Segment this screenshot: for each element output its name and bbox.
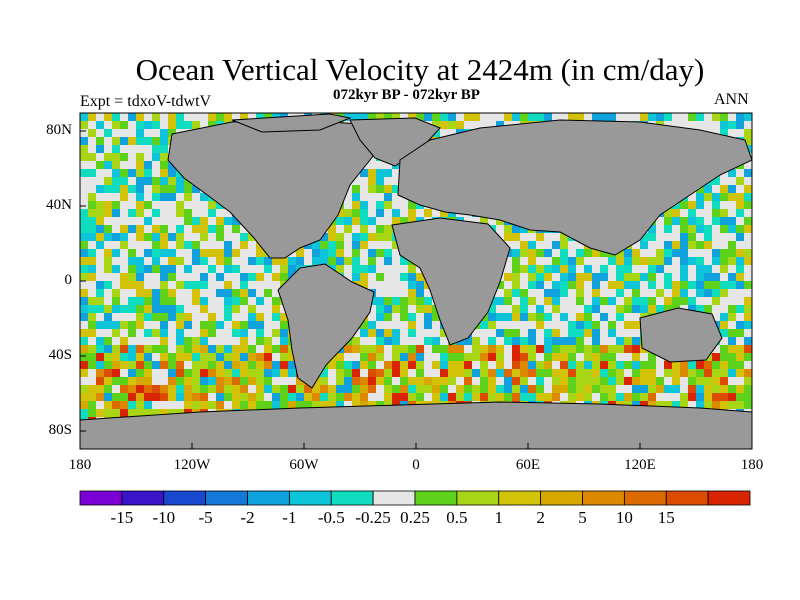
colorbar-box (540, 490, 583, 506)
y-tick-80s: 80S (48, 422, 72, 438)
colorbar-label: -2 (240, 508, 255, 527)
colorbar-box (498, 490, 542, 506)
x-tick-120e: 120E (624, 457, 656, 473)
colorbar-box (163, 490, 207, 506)
colorbar-box (414, 490, 458, 506)
colorbar-label: -15 (110, 508, 134, 527)
x-tick-0: 0 (412, 457, 420, 473)
colorbar-box (79, 490, 123, 506)
colorbar-label: 1 (494, 508, 504, 527)
land-masses (80, 113, 752, 449)
y-tick-40n: 40N (46, 197, 72, 213)
colorbar-label: 10 (615, 508, 633, 527)
colorbar-box (121, 490, 165, 506)
colorbar-label: -1 (282, 508, 297, 527)
colorbar-box (330, 490, 374, 506)
colorbar-box (665, 490, 709, 506)
australia (639, 307, 723, 363)
colorbar-box (288, 490, 332, 506)
y-tick-0: 0 (64, 272, 73, 288)
colorbar-box (582, 490, 625, 506)
x-tick-120w: 120W (173, 457, 211, 473)
colorbar-label: 5 (578, 508, 587, 527)
arctic-islands (231, 113, 352, 133)
north-america (167, 119, 386, 259)
colorbar-box (623, 490, 667, 506)
colorbar-box (707, 490, 751, 506)
x-tick-180w: 180 (68, 457, 92, 473)
season-label: ANN (714, 91, 749, 108)
colorbar-box (205, 490, 248, 506)
antarctica (80, 401, 752, 449)
y-tick-40s: 40S (48, 347, 72, 363)
x-tick-180e: 180 (740, 457, 764, 473)
colorbar-box (247, 490, 290, 506)
africa (391, 217, 511, 346)
colorbar-label: -10 (152, 508, 176, 527)
map-subtitle: 072kyr BP - 072kyr BP (333, 87, 480, 103)
eurasia (397, 119, 752, 256)
south-america (277, 263, 375, 389)
colorbar-box (372, 490, 416, 506)
tick-marks (80, 130, 641, 449)
colorbar-box (456, 490, 500, 506)
colorbar-label: 0.25 (400, 508, 430, 527)
y-tick-80n: 80N (46, 122, 72, 138)
x-tick-60w: 60W (289, 457, 319, 473)
colorbar-label: 0.5 (446, 508, 468, 527)
colorbar-label: 15 (657, 508, 675, 527)
map-title: Ocean Vertical Velocity at 2424m (in cm/… (135, 52, 705, 87)
x-tick-60e: 60E (515, 457, 541, 473)
colorbar-label: -0.25 (355, 508, 391, 527)
colorbar-label: 2 (536, 508, 545, 527)
experiment-label: Expt = tdxoV-tdwtV (80, 93, 212, 110)
colorbar-label: -0.5 (317, 508, 345, 527)
colorbar-label: -5 (198, 508, 213, 527)
